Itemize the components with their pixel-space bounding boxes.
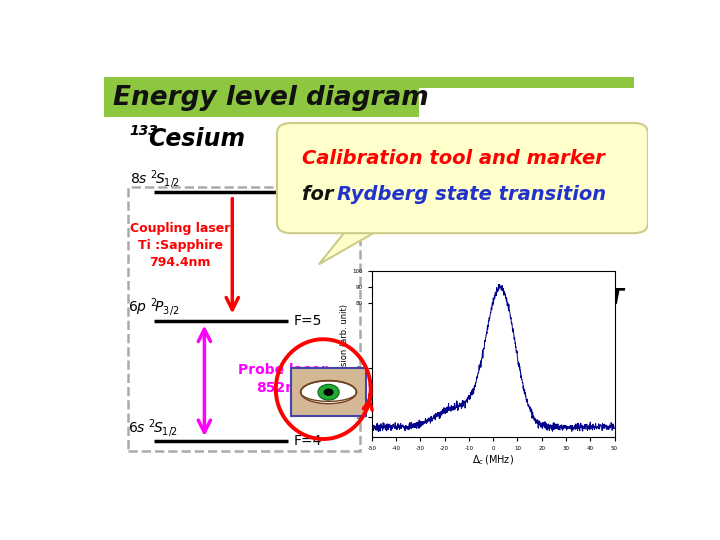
Text: Energy level diagram: Energy level diagram (114, 85, 429, 111)
Text: Rydberg state transition: Rydberg state transition (337, 185, 606, 204)
Ellipse shape (301, 381, 356, 404)
Bar (128, 187, 359, 451)
Text: $6p\ {}^2\!P_{3/2}$: $6p\ {}^2\!P_{3/2}$ (128, 297, 179, 319)
Text: F=5: F=5 (294, 314, 322, 328)
Text: $8s\ {}^2\!S_{1/2}$: $8s\ {}^2\!S_{1/2}$ (130, 168, 180, 190)
Ellipse shape (318, 384, 339, 400)
Polygon shape (319, 223, 392, 265)
Text: Coupling laser
Ti :Sapphire
794.4nm: Coupling laser Ti :Sapphire 794.4nm (130, 222, 230, 269)
Text: $6s\ {}^2\!S_{1/2}$: $6s\ {}^2\!S_{1/2}$ (128, 417, 178, 439)
FancyBboxPatch shape (277, 123, 648, 233)
FancyBboxPatch shape (104, 77, 419, 117)
Text: 133: 133 (129, 124, 158, 138)
Text: F=4: F=4 (294, 185, 322, 199)
FancyBboxPatch shape (291, 368, 366, 416)
Text: Cesium: Cesium (148, 127, 246, 151)
Text: RTEIT: RTEIT (554, 288, 624, 308)
Text: F=4: F=4 (294, 434, 322, 448)
Text: for: for (302, 185, 341, 204)
Text: Calibration tool and marker: Calibration tool and marker (302, 149, 605, 168)
Ellipse shape (323, 388, 333, 396)
Text: Probe laser
852nm: Probe laser 852nm (238, 362, 328, 395)
FancyBboxPatch shape (419, 77, 634, 87)
